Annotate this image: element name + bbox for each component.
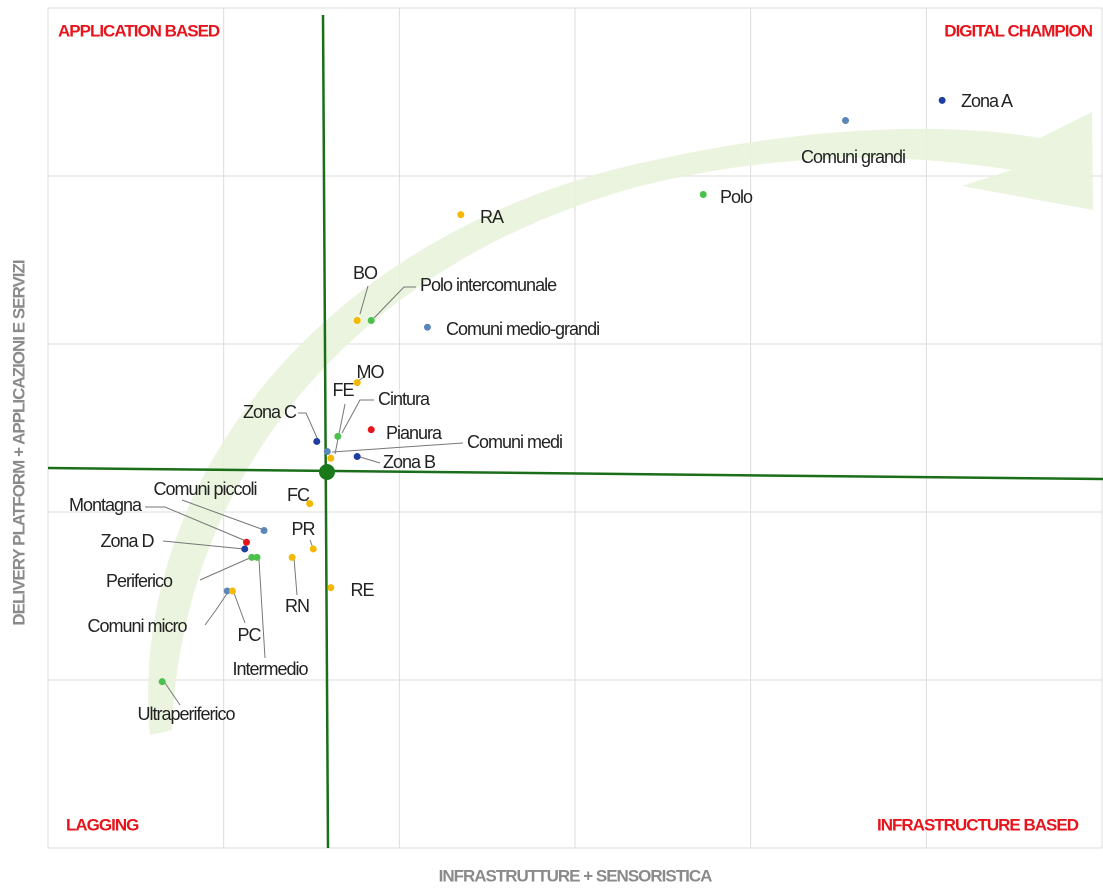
point <box>457 211 464 218</box>
leader-line <box>205 592 228 625</box>
point <box>368 317 375 324</box>
quadrant-label: INFRASTRUCTURE BASED <box>877 815 1079 834</box>
point-label: Cintura <box>378 389 431 409</box>
point <box>842 117 849 124</box>
trend-arrow <box>148 112 1093 735</box>
points: Zona A Comuni grandi Polo RA BO Polo intercom… <box>69 91 1013 724</box>
point <box>939 97 946 104</box>
y-axis-title: DELIVERY PLATFORM + APPLICAZIONI E SERVI… <box>9 260 28 626</box>
quadrant-label: LAGGING <box>66 815 139 834</box>
leader-line <box>234 593 245 623</box>
chart: APPLICATION BASED DIGITAL CHAMPION LAGGI… <box>0 0 1103 887</box>
leader-line <box>294 558 297 595</box>
point <box>243 539 250 546</box>
point-label: Comuni medio-grandi <box>446 319 599 339</box>
leader-line <box>335 404 345 454</box>
leader-line <box>200 557 252 580</box>
point-label: PC <box>237 625 261 645</box>
point-label: BO <box>353 263 378 283</box>
point <box>229 587 236 594</box>
center-dot <box>319 464 335 480</box>
point <box>354 453 361 460</box>
point-label: Comuni grandi <box>801 147 905 167</box>
point-label: RA <box>480 207 504 227</box>
point <box>327 584 334 591</box>
x-axis-title: INFRASTRUTTURE + SENSORISTICA <box>439 866 712 885</box>
point <box>327 455 334 462</box>
point-label: Pianura <box>386 423 443 443</box>
point-label: Comuni piccoli <box>153 479 256 499</box>
point-label: FE <box>332 380 354 400</box>
point <box>241 545 248 552</box>
point-label: Intermedio <box>232 659 308 679</box>
point <box>289 554 296 561</box>
point <box>424 324 431 331</box>
point-label: Zona C <box>243 402 297 422</box>
point <box>334 433 341 440</box>
point-label: Zona B <box>383 452 436 472</box>
point-label: Comuni medi <box>467 432 562 452</box>
quadrant-label: APPLICATION BASED <box>58 21 220 40</box>
point-label: Periferico <box>106 571 173 591</box>
point-label: Montagna <box>69 495 143 515</box>
point-label: Polo <box>720 187 753 207</box>
point-label: MO <box>357 362 385 382</box>
vertical-divider <box>323 15 328 848</box>
point <box>354 317 361 324</box>
quadrant-label: DIGITAL CHAMPION <box>944 21 1092 40</box>
point-label: RN <box>285 596 309 616</box>
point <box>254 554 261 561</box>
point <box>261 527 268 534</box>
leader-line <box>360 457 380 463</box>
point <box>324 448 331 455</box>
point <box>310 545 317 552</box>
leader-line <box>298 413 318 440</box>
point <box>368 426 375 433</box>
point <box>700 191 707 198</box>
point-label: Ultraperiferico <box>137 704 235 724</box>
leader-line <box>332 443 463 452</box>
point-label: RE <box>350 580 374 600</box>
point-label: Comuni micro <box>87 616 187 636</box>
point-label: FC <box>287 485 310 505</box>
point <box>313 438 320 445</box>
point-label: PR <box>291 519 315 539</box>
point-label: Zona D <box>100 531 154 551</box>
point <box>159 678 166 685</box>
point-label: Polo intercomunale <box>420 275 557 295</box>
point-label: Zona A <box>961 91 1013 111</box>
